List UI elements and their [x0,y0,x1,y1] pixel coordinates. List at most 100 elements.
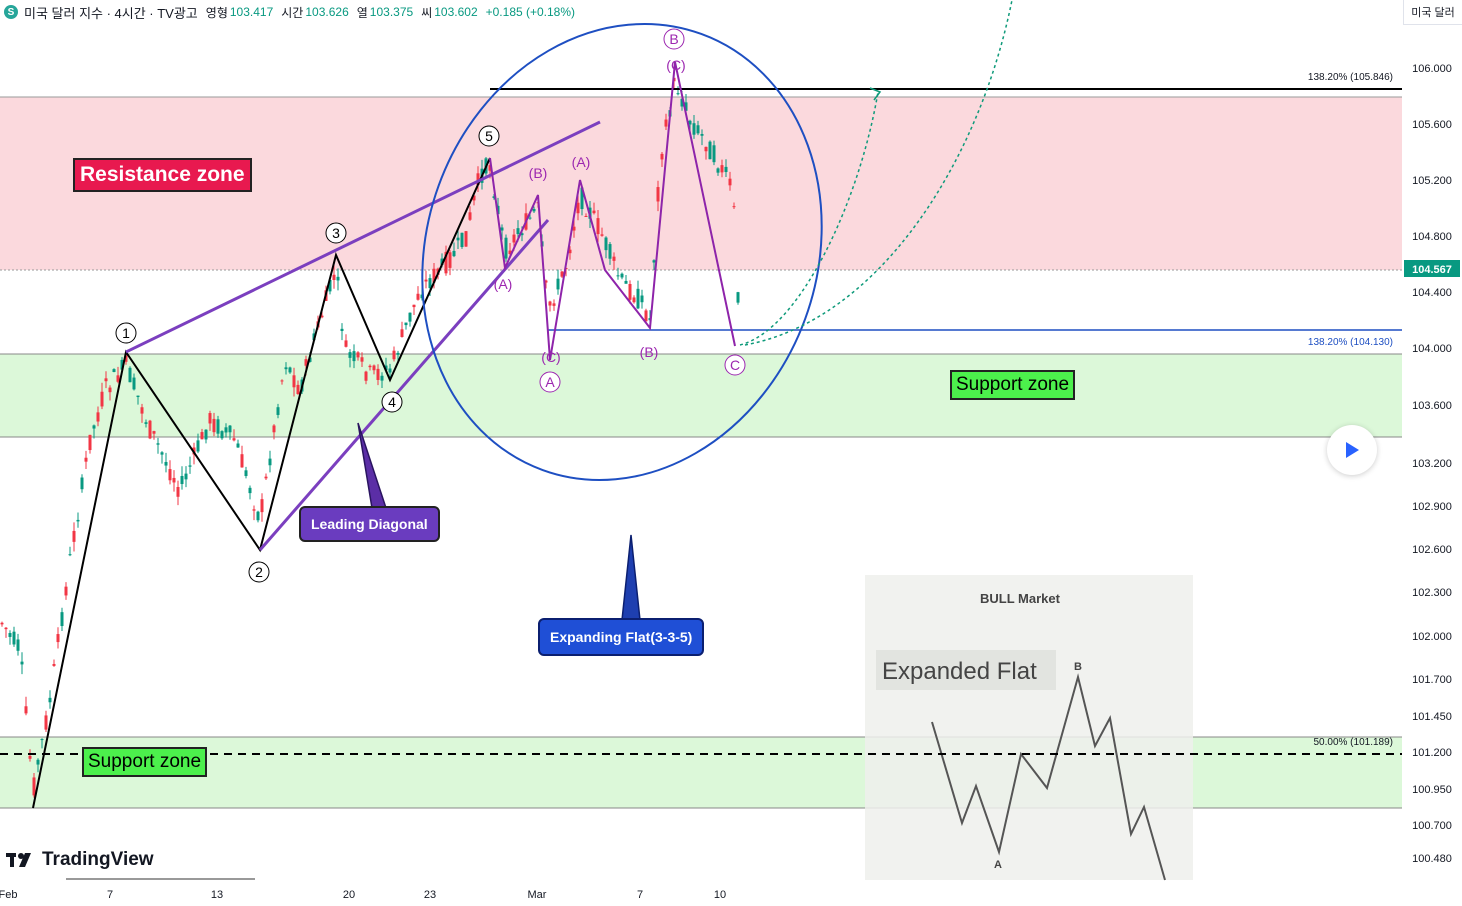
candle-body [560,271,564,277]
price-tick-label: 102.000 [1412,631,1452,643]
logo-text: TradingView [42,849,154,870]
candle-body [180,475,184,485]
candle-body [36,759,40,765]
play-button[interactable] [1327,425,1377,475]
candle-body [260,499,264,513]
svg-text:1: 1 [122,325,130,341]
candle-body [208,413,212,424]
candle-body [328,279,332,292]
candle-body [344,340,348,347]
diagonal-lower-line [258,219,550,551]
candle-body [716,168,720,173]
candle-body [584,215,588,217]
candle-body [488,165,492,171]
inset-subtitle: Expanded Flat [882,658,1037,685]
svg-text:(A): (A) [572,154,591,170]
candle-body [244,470,248,477]
candle-body [8,633,12,637]
candle-body [548,301,552,306]
candle-body [64,586,68,596]
candle-body [212,418,216,433]
candle-body [100,391,104,407]
candle-body [276,407,280,415]
candle-body [96,412,100,422]
symbol-header[interactable]: S 미국 달러 지수 · 4시간 · TV광고 영형 103.417 시간 103.… [0,0,583,24]
price-tick-label: 102.600 [1412,544,1452,556]
candle-body [544,280,548,283]
svg-text:(B): (B) [640,344,659,360]
price-tick-label: 102.900 [1412,501,1452,513]
candle-body [528,217,532,219]
expanding-flat-ellipse [421,23,823,481]
close-value: 103.602 [434,5,478,19]
time-tick-label: Mar [528,889,547,901]
candle-body [576,202,580,214]
candle-body [236,443,240,448]
candle-body [132,377,136,390]
candle-body [720,165,724,173]
price-tick-label: 104.800 [1412,231,1452,243]
candle-body [112,369,116,372]
candle-body [396,352,400,355]
expanding-flat-label: Expanding Flat(3-3-5) [538,618,705,656]
candle-body [228,425,232,433]
play-icon [1346,442,1359,458]
candle-body [660,153,664,160]
inset-label-b: B [1074,661,1082,673]
price-axis[interactable]: 106.000 105.600 105.200 104.800 104.400 104.0… [1412,63,1452,865]
symbol-title[interactable]: 미국 달러 지수 · 4시간 · TV광고 [24,5,198,21]
candle-body [160,452,164,455]
fib-label-lower: 138.20% (104.130) [1308,337,1393,348]
candle-body [416,293,420,300]
time-tick-label: 10 [714,889,726,901]
candle-body [440,258,444,265]
candle-body [404,322,408,326]
candle-body [712,145,716,163]
candle-body [728,178,732,186]
candle-body [76,519,80,522]
candle-body [552,303,556,306]
candle-body [580,187,584,210]
time-tick-label: 7 [107,889,113,901]
candle-body [332,274,336,281]
current-price-tag: 104.567 [1404,260,1460,277]
candle-body [84,457,88,462]
candle-body [248,487,252,494]
price-tick-label: 100.700 [1412,820,1452,832]
candle-body [516,228,520,235]
wave-labels-black: 1 2 3 4 5 [115,125,500,583]
candle-body [224,427,228,433]
candle-body [268,458,272,466]
currency-label[interactable]: 미국 달러 [1403,0,1462,25]
candle-body [16,639,20,651]
candle-body [444,251,448,274]
price-tick-label: 103.200 [1412,458,1452,470]
time-tick-label: 7 [637,889,643,901]
candle-body [456,237,460,241]
price-tick-label: 104.400 [1412,287,1452,299]
candle-body [704,146,708,152]
candle-body [696,125,700,134]
candle-body [200,432,204,440]
support-zone-upper [0,354,1402,437]
svg-text:4: 4 [388,394,396,410]
candle-body [288,367,292,373]
candle-body [28,755,32,759]
candle-body [32,777,36,796]
candle-body [188,465,192,467]
time-axis[interactable]: Feb 7 13 20 23 Mar 7 10 [0,889,726,901]
time-tick-label: Feb [0,889,17,901]
candle-body [124,355,128,362]
candle-body [664,119,668,127]
candle-body [604,237,608,251]
tradingview-logo-icon [6,853,31,867]
candle-body [116,375,120,382]
candle-body [368,365,372,368]
candle-body [108,387,112,393]
candle-body [40,739,44,741]
candle-body [460,232,464,247]
candle-body [220,431,224,439]
candle-body [388,368,392,373]
tradingview-logo[interactable]: TradingView [6,849,154,871]
